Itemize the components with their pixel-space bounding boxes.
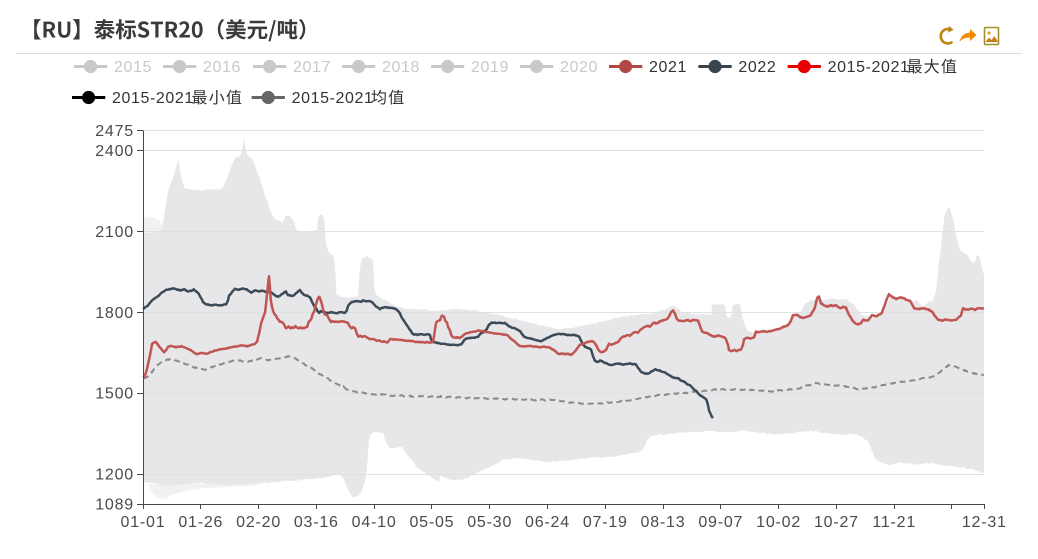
svg-text:1800: 1800: [95, 305, 134, 322]
svg-text:2015-2021: 2015-2021: [828, 59, 910, 76]
svg-text:2016: 2016: [203, 59, 241, 76]
svg-text:2015-2021: 2015-2021: [292, 90, 374, 107]
svg-text:02-20: 02-20: [236, 514, 281, 531]
svg-text:04-10: 04-10: [352, 514, 397, 531]
svg-text:2022: 2022: [738, 59, 776, 76]
svg-text:07-19: 07-19: [583, 514, 628, 531]
svg-text:12-31: 12-31: [962, 514, 1007, 531]
svg-text:1089: 1089: [95, 497, 134, 514]
svg-text:2017: 2017: [293, 59, 331, 76]
svg-text:2100: 2100: [95, 224, 134, 241]
svg-text:1500: 1500: [95, 386, 134, 403]
svg-text:2021: 2021: [649, 59, 687, 76]
svg-text:08-13: 08-13: [641, 514, 686, 531]
svg-text:2019: 2019: [471, 59, 509, 76]
svg-text:09-07: 09-07: [698, 514, 743, 531]
svg-text:01-26: 01-26: [178, 514, 223, 531]
svg-text:06-24: 06-24: [525, 514, 570, 531]
svg-text:01-01: 01-01: [121, 514, 166, 531]
svg-text:10-02: 10-02: [756, 514, 801, 531]
svg-text:10-27: 10-27: [814, 514, 859, 531]
svg-text:2475: 2475: [95, 123, 134, 140]
svg-text:2400: 2400: [95, 143, 134, 160]
svg-text:2020: 2020: [560, 59, 598, 76]
svg-text:1200: 1200: [95, 467, 134, 484]
svg-text:05-30: 05-30: [467, 514, 512, 531]
svg-text:2018: 2018: [382, 59, 420, 76]
svg-text:2015: 2015: [114, 59, 152, 76]
svg-text:05-05: 05-05: [409, 514, 454, 531]
svg-text:2015-2021: 2015-2021: [112, 90, 194, 107]
svg-text:11-21: 11-21: [872, 514, 916, 531]
svg-text:03-16: 03-16: [294, 514, 339, 531]
